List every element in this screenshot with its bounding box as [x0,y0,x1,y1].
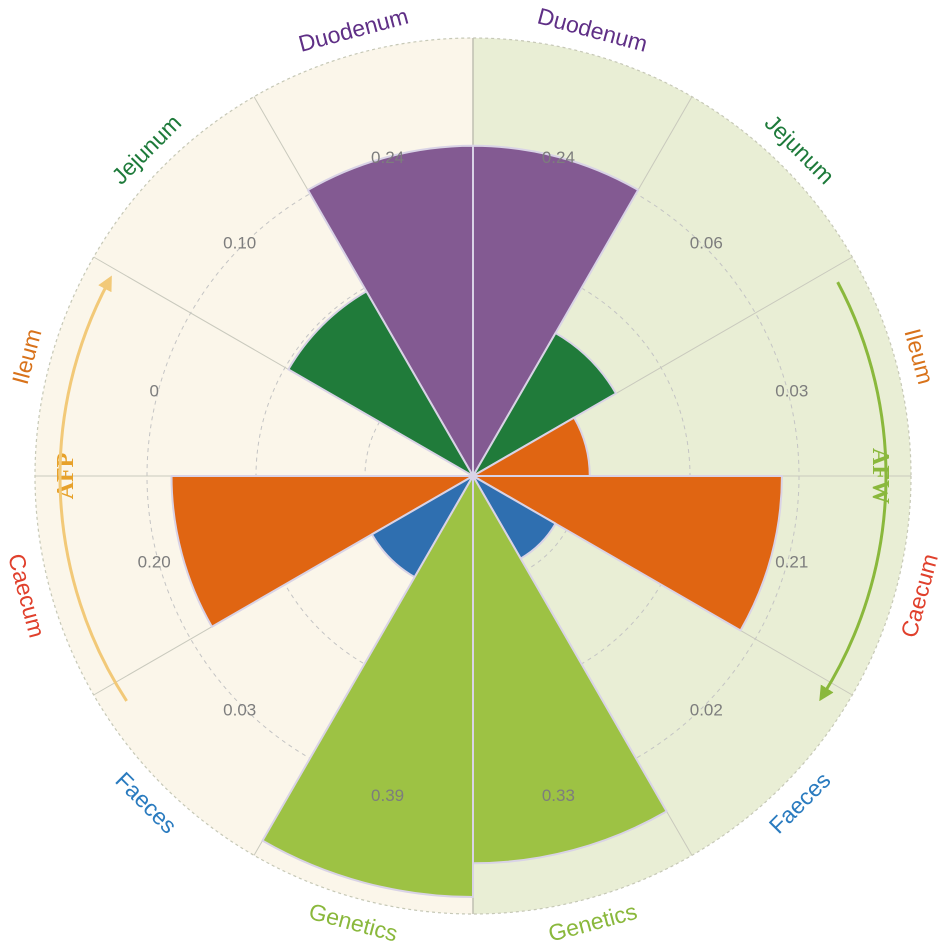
afw-value-label-duodenum: 0.24 [542,148,575,167]
afp-bar-jejunum [287,290,474,477]
afp-value-label-ileum: 0 [149,382,158,401]
afw-value-label-ileum: 0.03 [775,382,808,401]
afp-group-label: AFP [53,453,79,500]
afw-category-label-caecum: Caecum [896,551,943,640]
afp-bar-caecum [170,475,474,628]
afw-group-label: AFW [867,448,893,504]
afp-category-label-ileum: Ileum [7,326,47,387]
afw-bar-caecum [472,475,783,632]
afp-value-label-faeces: 0.03 [223,700,256,719]
afp-value-label-genetics: 0.39 [371,786,404,805]
afw-value-label-faeces: 0.02 [690,700,723,719]
afw-value-label-jejunum: 0.06 [690,234,723,253]
afp-arrow [58,275,128,702]
afw-value-label-genetics: 0.33 [542,786,575,805]
afp-bar-duodenum [306,144,474,477]
afp-value-label-caecum: 0.20 [138,552,171,571]
afp-value-label-jejunum: 0.10 [223,234,256,253]
afw-bar-genetics [472,475,668,865]
afw-bar-duodenum [472,144,640,477]
afw-bar-jejunum [472,331,618,477]
afw-value-label-caecum: 0.21 [775,552,808,571]
afp-value-label-duodenum: 0.24 [371,148,404,167]
afw-arrow [819,281,888,702]
afp-bar-genetics [261,475,474,898]
afw-category-label-ileum: Ileum [899,326,939,387]
afp-category-label-caecum: Caecum [3,551,50,640]
